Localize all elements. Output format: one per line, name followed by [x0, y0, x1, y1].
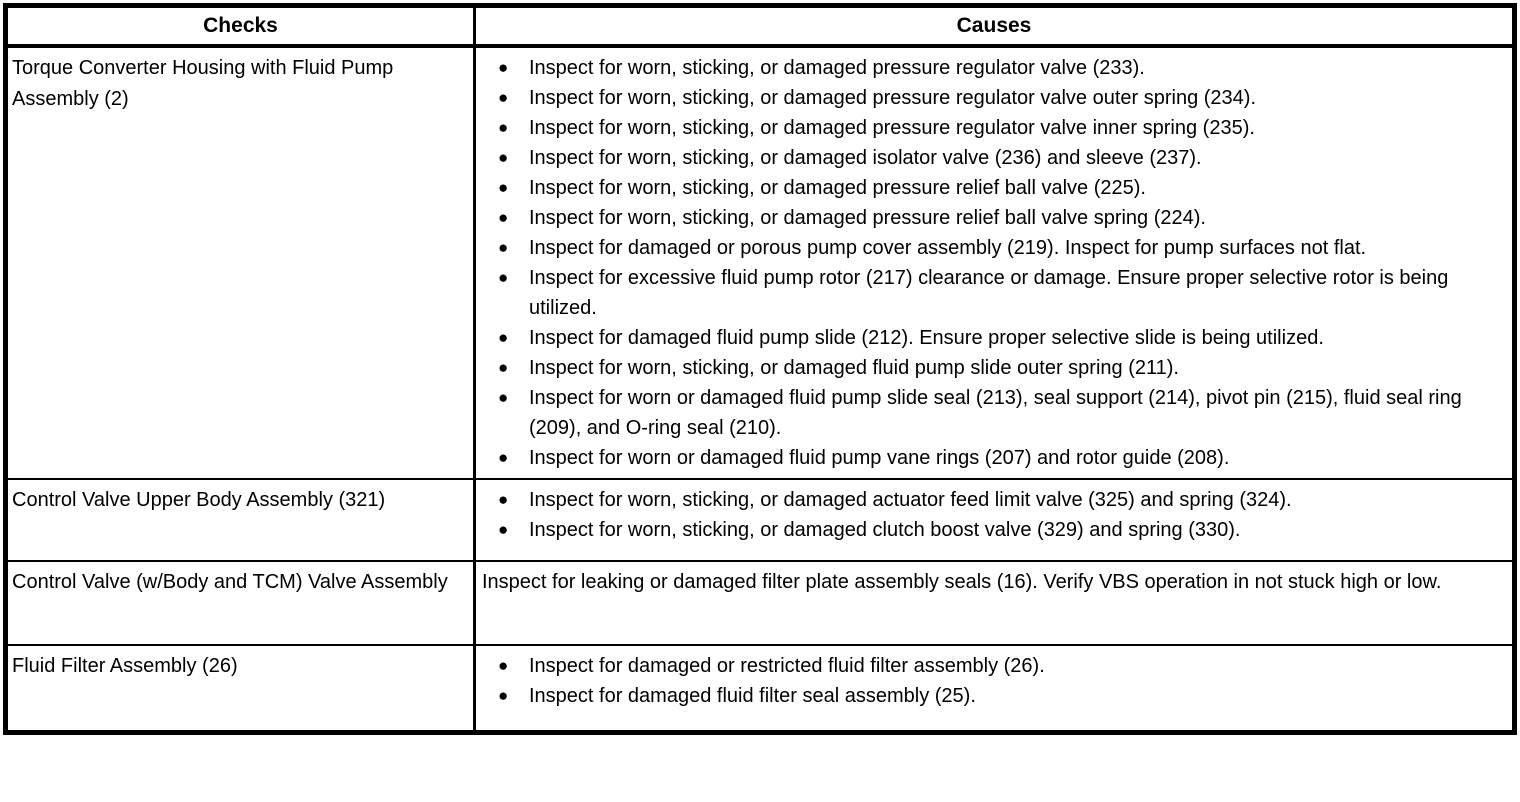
cause-text: Inspect for worn or damaged fluid pump s…	[529, 387, 1462, 439]
table-row: Fluid Filter Assembly (26) ● Inspect for d…	[5, 644, 1515, 733]
cause-item: ● Inspect for worn, sticking, or damaged …	[476, 515, 1502, 545]
checks-causes-table: Checks Causes Torque Converter Housing w…	[3, 3, 1517, 735]
bullet-icon: ●	[498, 118, 509, 137]
bullet-icon: ●	[498, 88, 509, 107]
cause-item: ● Inspect for worn, sticking, or damaged …	[476, 203, 1502, 233]
cause-text: Inspect for worn, sticking, or damaged c…	[529, 519, 1241, 541]
cause-text: Inspect for worn, sticking, or damaged p…	[529, 207, 1206, 229]
check-cell: Torque Converter Housing with Fluid Pump…	[5, 45, 476, 479]
causes-cell: ● Inspect for worn, sticking, or damaged …	[474, 45, 1515, 479]
cause-text: Inspect for leaking or damaged filter pl…	[482, 571, 1442, 593]
bullet-icon: ●	[498, 178, 509, 197]
causes-cell: Inspect for leaking or damaged filter pl…	[474, 560, 1515, 645]
checks-column-header: Checks	[5, 5, 476, 48]
bullet-icon: ●	[498, 208, 509, 227]
cause-text: Inspect for damaged fluid filter seal as…	[529, 685, 976, 707]
cause-item: ● Inspect for damaged or porous pump cove…	[476, 233, 1502, 263]
causes-list: ● Inspect for worn, sticking, or damaged …	[476, 53, 1502, 473]
table-row: Torque Converter Housing with Fluid Pump…	[5, 45, 1515, 479]
bullet-icon: ●	[498, 686, 509, 705]
cause-item: ● Inspect for worn, sticking, or damaged …	[476, 173, 1502, 203]
cause-text: Inspect for worn, sticking, or damaged f…	[529, 357, 1179, 379]
cause-item: Inspect for leaking or damaged filter pl…	[476, 567, 1502, 598]
table-body: Torque Converter Housing with Fluid Pump…	[5, 45, 1515, 733]
cause-item: ● Inspect for worn or damaged fluid pump …	[476, 383, 1502, 443]
cause-text: Inspect for excessive fluid pump rotor (…	[529, 267, 1449, 319]
causes-cell: ● Inspect for damaged or restricted fluid…	[474, 644, 1515, 733]
cause-item: ● Inspect for excessive fluid pump rotor …	[476, 263, 1502, 323]
bullet-icon: ●	[498, 58, 509, 77]
cause-item: ● Inspect for damaged fluid pump slide (2…	[476, 323, 1502, 353]
bullet-icon: ●	[498, 388, 509, 407]
check-cell: Control Valve (w/Body and TCM) Valve Ass…	[5, 560, 476, 645]
cause-item: ● Inspect for worn, sticking, or damaged …	[476, 83, 1502, 113]
table-row: Control Valve (w/Body and TCM) Valve Ass…	[5, 560, 1515, 645]
bullet-icon: ●	[498, 238, 509, 257]
cause-text: Inspect for damaged or restricted fluid …	[529, 655, 1045, 677]
bullet-icon: ●	[498, 656, 509, 675]
header-row: Checks Causes	[5, 5, 1515, 48]
cause-item: ● Inspect for worn, sticking, or damaged …	[476, 53, 1502, 83]
causes-cell: ● Inspect for worn, sticking, or damaged …	[474, 478, 1515, 561]
causes-list: Inspect for leaking or damaged filter pl…	[476, 567, 1502, 598]
cause-text: Inspect for damaged or porous pump cover…	[529, 237, 1367, 259]
cause-item: ● Inspect for damaged or restricted fluid…	[476, 651, 1502, 681]
check-cell: Fluid Filter Assembly (26)	[5, 644, 476, 733]
bullet-icon: ●	[498, 148, 509, 167]
cause-item: ● Inspect for worn, sticking, or damaged …	[476, 485, 1502, 515]
bullet-icon: ●	[498, 358, 509, 377]
cause-item: ● Inspect for worn, sticking, or damaged …	[476, 353, 1502, 383]
bullet-icon: ●	[498, 520, 509, 539]
cause-item: ● Inspect for worn, sticking, or damaged …	[476, 143, 1502, 173]
causes-column-header: Causes	[474, 5, 1515, 48]
cause-item: ● Inspect for damaged fluid filter seal a…	[476, 681, 1502, 711]
causes-list: ● Inspect for damaged or restricted fluid…	[476, 651, 1502, 711]
table-row: Control Valve Upper Body Assembly (321) ●…	[5, 478, 1515, 561]
cause-text: Inspect for worn, sticking, or damaged p…	[529, 117, 1255, 139]
cause-text: Inspect for worn, sticking, or damaged p…	[529, 57, 1145, 79]
cause-item: ● Inspect for worn, sticking, or damaged …	[476, 113, 1502, 143]
cause-text: Inspect for worn or damaged fluid pump v…	[529, 447, 1230, 469]
cause-text: Inspect for worn, sticking, or damaged i…	[529, 147, 1202, 169]
cause-text: Inspect for damaged fluid pump slide (21…	[529, 327, 1324, 349]
manual-page: Checks Causes Torque Converter Housing w…	[3, 3, 1517, 735]
bullet-icon: ●	[498, 490, 509, 509]
cause-item: ● Inspect for worn or damaged fluid pump …	[476, 443, 1502, 473]
cause-text: Inspect for worn, sticking, or damaged a…	[529, 489, 1292, 511]
cause-text: Inspect for worn, sticking, or damaged p…	[529, 87, 1257, 109]
check-cell: Control Valve Upper Body Assembly (321)	[5, 478, 476, 561]
bullet-icon: ●	[498, 268, 509, 287]
bullet-icon: ●	[498, 328, 509, 347]
bullet-icon: ●	[498, 448, 509, 467]
causes-list: ● Inspect for worn, sticking, or damaged …	[476, 485, 1502, 545]
cause-text: Inspect for worn, sticking, or damaged p…	[529, 177, 1146, 199]
